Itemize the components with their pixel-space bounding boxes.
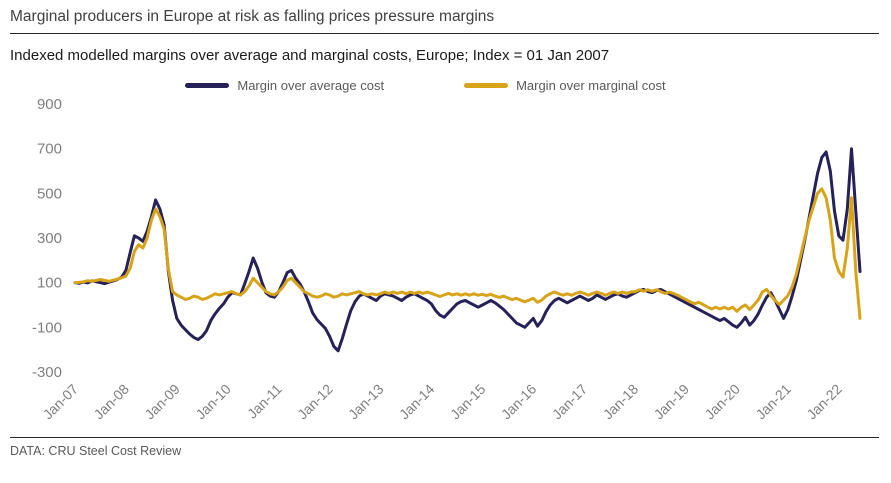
legend-item-marginal-cost: Margin over marginal cost bbox=[464, 78, 666, 93]
x-tick-label: Jan-08 bbox=[90, 381, 132, 423]
x-tick-label: Jan-10 bbox=[192, 381, 234, 423]
x-tick-label: Jan-13 bbox=[345, 381, 387, 423]
x-tick-label: Jan-21 bbox=[752, 381, 794, 423]
legend-swatch-average-cost bbox=[185, 83, 230, 88]
title-divider bbox=[10, 33, 879, 34]
y-tick-label: -100 bbox=[32, 319, 62, 336]
x-tick-label: Jan-07 bbox=[40, 381, 82, 423]
x-tick-label: Jan-17 bbox=[549, 381, 591, 423]
chart-subtitle: Indexed modelled margins over average an… bbox=[10, 47, 610, 64]
y-tick-label: 100 bbox=[37, 275, 62, 292]
y-tick-label: 900 bbox=[37, 96, 62, 113]
x-tick-label: Jan-20 bbox=[701, 381, 743, 423]
x-tick-label: Jan-19 bbox=[651, 381, 693, 423]
footer-divider bbox=[10, 437, 879, 438]
chart-legend: Margin over average cost Margin over mar… bbox=[0, 78, 851, 93]
x-tick-label: Jan-09 bbox=[141, 381, 183, 423]
page-title: Marginal producers in Europe at risk as … bbox=[10, 8, 495, 25]
legend-label-average-cost: Margin over average cost bbox=[237, 78, 385, 93]
x-tick-label: Jan-22 bbox=[803, 381, 845, 423]
y-tick-label: 700 bbox=[37, 141, 62, 158]
x-tick-label: Jan-12 bbox=[294, 381, 336, 423]
x-tick-label: Jan-11 bbox=[244, 381, 285, 422]
legend-label-marginal-cost: Margin over marginal cost bbox=[516, 78, 666, 93]
legend-swatch-marginal-cost bbox=[464, 83, 509, 88]
x-tick-label: Jan-14 bbox=[396, 381, 438, 423]
x-tick-label: Jan-18 bbox=[600, 381, 642, 423]
x-tick-label: Jan-16 bbox=[498, 381, 540, 423]
y-tick-label: 300 bbox=[37, 230, 62, 247]
series-line-0 bbox=[73, 147, 862, 353]
x-tick-label: Jan-15 bbox=[447, 381, 489, 423]
data-source-note: DATA: CRU Steel Cost Review bbox=[10, 444, 182, 458]
y-tick-label: -300 bbox=[32, 364, 62, 381]
series-line-1 bbox=[73, 187, 862, 320]
legend-item-average-cost: Margin over average cost bbox=[185, 78, 384, 93]
y-tick-label: 500 bbox=[37, 185, 62, 202]
